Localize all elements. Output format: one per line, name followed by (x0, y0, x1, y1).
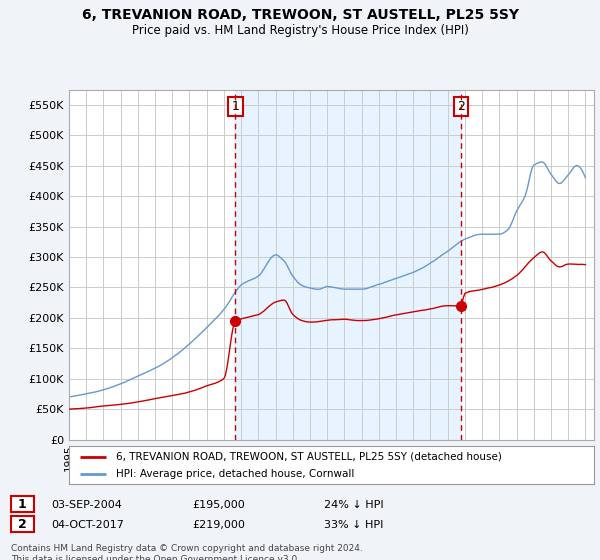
Text: 6, TREVANION ROAD, TREWOON, ST AUSTELL, PL25 5SY: 6, TREVANION ROAD, TREWOON, ST AUSTELL, … (82, 8, 518, 22)
Text: 2: 2 (18, 517, 26, 531)
Text: £195,000: £195,000 (192, 500, 245, 510)
Text: HPI: Average price, detached house, Cornwall: HPI: Average price, detached house, Corn… (116, 469, 355, 479)
Text: 24% ↓ HPI: 24% ↓ HPI (324, 500, 383, 510)
Text: £219,000: £219,000 (192, 520, 245, 530)
Text: 1: 1 (18, 497, 26, 511)
Bar (235, 90, 461, 440)
Text: Contains HM Land Registry data © Crown copyright and database right 2024.
This d: Contains HM Land Registry data © Crown c… (11, 544, 362, 560)
Text: 03-SEP-2004: 03-SEP-2004 (51, 500, 122, 510)
Text: 6, TREVANION ROAD, TREWOON, ST AUSTELL, PL25 5SY (detached house): 6, TREVANION ROAD, TREWOON, ST AUSTELL, … (116, 451, 502, 461)
Text: 33% ↓ HPI: 33% ↓ HPI (324, 520, 383, 530)
Text: 1: 1 (232, 100, 239, 113)
Text: 04-OCT-2017: 04-OCT-2017 (51, 520, 124, 530)
Text: 2: 2 (457, 100, 464, 113)
Text: Price paid vs. HM Land Registry's House Price Index (HPI): Price paid vs. HM Land Registry's House … (131, 24, 469, 36)
